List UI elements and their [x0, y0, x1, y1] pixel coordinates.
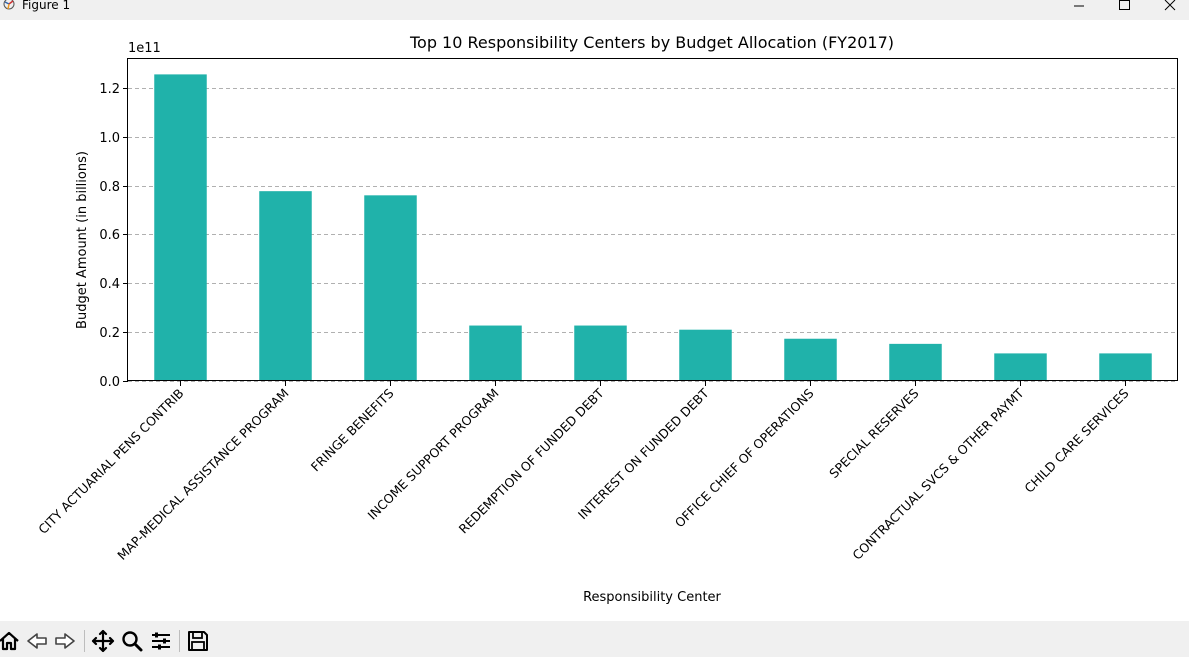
x-tick-label: SPECIAL RESERVES	[826, 385, 922, 481]
pan-button[interactable]	[91, 629, 115, 653]
plot-area-frame	[127, 58, 1178, 381]
y-tick-label: 0.0	[99, 375, 120, 390]
figure-canvas: Top 10 Responsibility Centers by Budget …	[0, 20, 1189, 621]
bar	[574, 325, 627, 381]
save-icon	[188, 631, 208, 651]
x-tick-label: CHILD CARE SERVICES	[1021, 385, 1131, 495]
configure-subplots-button[interactable]	[149, 629, 173, 653]
y-ticks: 0.0 0.2 0.4 0.6 0.8 1.0 1.2	[99, 82, 128, 390]
y-offset-text: 1e11	[128, 41, 161, 56]
x-tick-label: FRINGE BENEFITS	[308, 385, 397, 474]
y-tick-label: 1.0	[99, 131, 120, 146]
minimize-button[interactable]	[1056, 0, 1102, 16]
bar	[259, 191, 312, 381]
bar	[994, 353, 1047, 381]
toolbar-separator	[179, 630, 180, 652]
bar-chart: Top 10 Responsibility Centers by Budget …	[35, 33, 1178, 605]
back-button[interactable]	[25, 629, 49, 653]
close-icon	[1164, 0, 1176, 11]
forward-icon	[55, 633, 75, 649]
zoom-icon	[122, 631, 143, 652]
bar	[364, 195, 417, 381]
configure-subplots-icon	[152, 632, 170, 650]
bar	[154, 74, 207, 381]
window-titlebar: Figure 1	[0, 0, 1189, 20]
bar	[889, 343, 942, 381]
window-title: Figure 1	[22, 0, 71, 12]
y-tick-label: 1.2	[99, 82, 120, 97]
back-icon	[27, 633, 47, 649]
minimize-icon	[1074, 5, 1084, 7]
maximize-icon	[1119, 0, 1130, 10]
navigation-toolbar	[0, 621, 1189, 657]
home-button[interactable]	[0, 629, 21, 653]
zoom-button[interactable]	[120, 629, 144, 653]
x-tick-label: CONTRACTUAL SVCS & OTHER PAYMT	[849, 385, 1027, 563]
bar	[1099, 353, 1152, 381]
bars	[154, 74, 1152, 381]
y-tick-label: 0.6	[99, 228, 120, 243]
chart-title: Top 10 Responsibility Centers by Budget …	[409, 33, 894, 52]
pan-icon	[91, 629, 115, 653]
x-tick-label: MAP-MEDICAL ASSISTANCE PROGRAM	[114, 386, 291, 563]
maximize-button[interactable]	[1101, 0, 1147, 16]
toolbar-separator	[84, 630, 85, 652]
save-button[interactable]	[186, 629, 210, 653]
forward-button[interactable]	[53, 629, 77, 653]
bar	[679, 329, 732, 381]
x-axis-label: Responsibility Center	[583, 590, 721, 605]
y-tick-label: 0.8	[99, 180, 120, 195]
bar	[469, 325, 522, 381]
app-icon	[3, 0, 15, 10]
y-axis-label: Budget Amount (in billions)	[75, 151, 90, 329]
home-icon	[0, 631, 19, 651]
close-button[interactable]	[1146, 0, 1189, 16]
bar	[784, 338, 837, 381]
y-tick-label: 0.4	[99, 277, 120, 292]
y-tick-label: 0.2	[99, 326, 120, 341]
